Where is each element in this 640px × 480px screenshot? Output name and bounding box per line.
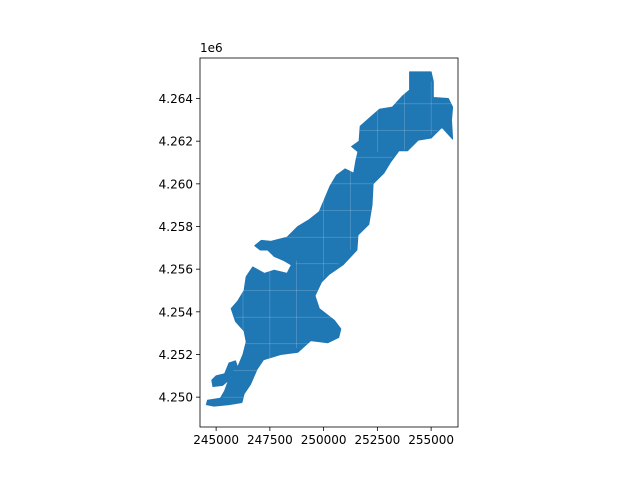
x-axis: 245000 247500 250000 252500 255000 — [193, 427, 454, 447]
x-tick-label: 250000 — [301, 433, 347, 447]
y-tick-label: 4.252 — [159, 348, 193, 362]
x-tick-label: 255000 — [408, 433, 454, 447]
axes-frame — [199, 57, 459, 428]
y-tick-label: 4.260 — [159, 177, 193, 191]
axes-border — [199, 57, 459, 428]
region-polygon — [205, 71, 454, 407]
cell-boundaries — [222, 81, 453, 398]
y-tick-label: 4.262 — [159, 135, 193, 149]
region-group — [205, 71, 454, 407]
plot-area — [205, 71, 454, 407]
y-tick-label: 4.256 — [159, 263, 193, 277]
y-axis: 4.250 4.252 4.254 4.256 4.258 4.260 4.262 4.264 — [159, 92, 200, 405]
y-tick-label: 4.258 — [159, 220, 193, 234]
x-tick-label: 245000 — [193, 433, 239, 447]
x-tick-label: 252500 — [354, 433, 400, 447]
y-tick-label: 4.264 — [159, 92, 193, 106]
x-tick-label: 247500 — [247, 433, 293, 447]
y-axis-offset-text: 1e6 — [200, 41, 223, 55]
y-tick-label: 4.250 — [159, 391, 193, 405]
y-tick-label: 4.254 — [159, 305, 193, 319]
